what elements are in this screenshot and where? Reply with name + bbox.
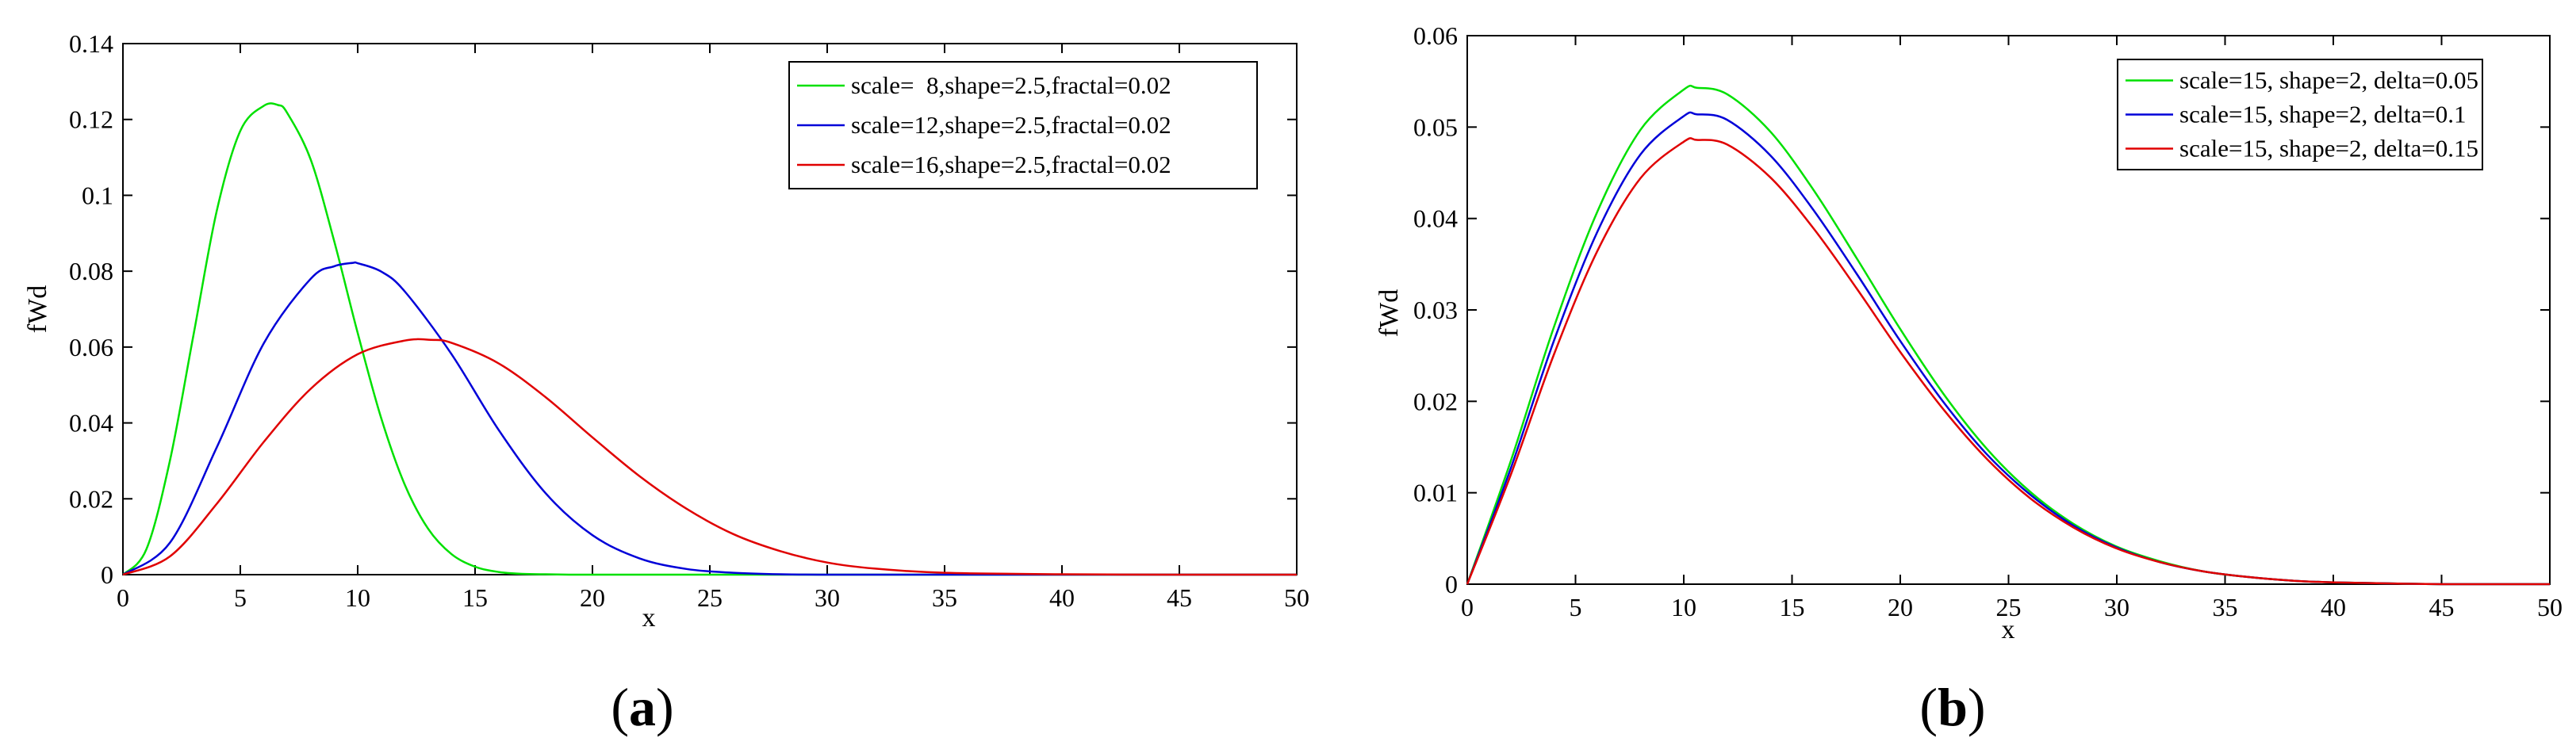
y-tick-label: 0.12: [69, 105, 113, 134]
y-tick-label: 0.04: [69, 409, 113, 438]
x-tick-label: 40: [2321, 593, 2346, 621]
y-axis-label: fWd: [23, 285, 52, 333]
y-tick-label: 0.06: [69, 333, 113, 361]
series-line-2: [1466, 111, 2550, 586]
x-tick-label: 15: [462, 583, 488, 612]
series-line-2: [122, 261, 1297, 576]
y-tick-label: 0: [1445, 570, 1458, 598]
panel-label: (a): [611, 677, 673, 737]
y-tick-label: 0.06: [1413, 21, 1458, 50]
x-tick-label: 20: [1888, 593, 1913, 621]
panel-label-close: ): [1968, 677, 1986, 737]
panel-label-letter: a: [629, 677, 656, 737]
legend-entry: scale=15, shape=2, delta=0.1: [2179, 101, 2466, 128]
legend-entry: scale=12,shape=2.5,fractal=0.02: [851, 111, 1171, 139]
x-tick-label: 50: [1284, 583, 1309, 612]
panel-label-letter: b: [1938, 677, 1968, 737]
x-axis-label: x: [2002, 615, 2015, 644]
y-tick-label: 0.14: [69, 29, 113, 58]
panel-label-close: ): [656, 677, 674, 737]
y-axis-label: fWd: [1374, 289, 1404, 337]
y-tick-label: 0: [101, 560, 113, 589]
x-tick-label: 5: [1570, 593, 1582, 621]
x-axis-label: x: [642, 603, 656, 633]
y-tick-label: 0.08: [69, 257, 113, 285]
x-tick-label: 10: [1671, 593, 1696, 621]
x-tick-label: 0: [117, 583, 129, 612]
x-tick-label: 25: [697, 583, 723, 612]
y-tick-label: 0.1: [82, 181, 113, 209]
x-tick-label: 25: [1996, 593, 2022, 621]
x-tick-label: 20: [580, 583, 605, 612]
x-tick-label: 30: [2104, 593, 2129, 621]
series-line-3: [1466, 137, 2550, 586]
legend-entry: scale= 8,shape=2.5,fractal=0.02: [851, 71, 1171, 99]
legend-entry: scale=15, shape=2, delta=0.05: [2179, 67, 2478, 94]
legend-entry: scale=16,shape=2.5,fractal=0.02: [851, 151, 1171, 178]
x-tick-label: 45: [2429, 593, 2455, 621]
series-line-1: [122, 102, 1297, 576]
y-tick-label: 0.03: [1413, 296, 1458, 324]
x-tick-label: 0: [1461, 593, 1474, 621]
panel-label-open: (: [611, 677, 629, 737]
panel-label: (b): [1919, 677, 1985, 737]
legend-entry: scale=15, shape=2, delta=0.15: [2179, 135, 2478, 162]
panel-b-chart: 0 5 10 15 20 25 30 35 40 45 50 0 0.01 0.02 0.03 0.04 0.0…: [1374, 21, 2563, 737]
series-line-3: [122, 338, 1297, 576]
panel-label-open: (: [1919, 677, 1938, 737]
x-tick-label: 10: [345, 583, 370, 612]
x-tick-label: 50: [2537, 593, 2563, 621]
panel-a-chart: 0 5 10 15 20 25 30 35 40 45 50 0 0.02 0.04 0.06 0.08 0.1…: [23, 29, 1309, 737]
x-tick-label: 30: [815, 583, 840, 612]
legend-box: [2117, 59, 2483, 170]
x-tick-label: 35: [2213, 593, 2238, 621]
x-tick-label: 5: [234, 583, 247, 612]
x-tick-label: 40: [1049, 583, 1075, 612]
y-tick-label: 0.04: [1413, 204, 1458, 233]
y-tick-label: 0.02: [69, 484, 113, 513]
x-tick-label: 15: [1780, 593, 1805, 621]
x-tick-label: 35: [932, 583, 957, 612]
y-tick-label: 0.02: [1413, 387, 1458, 415]
y-tick-label: 0.01: [1413, 479, 1458, 507]
y-tick-label: 0.05: [1413, 113, 1458, 141]
legend-box: [788, 61, 1258, 189]
x-tick-label: 45: [1167, 583, 1192, 612]
